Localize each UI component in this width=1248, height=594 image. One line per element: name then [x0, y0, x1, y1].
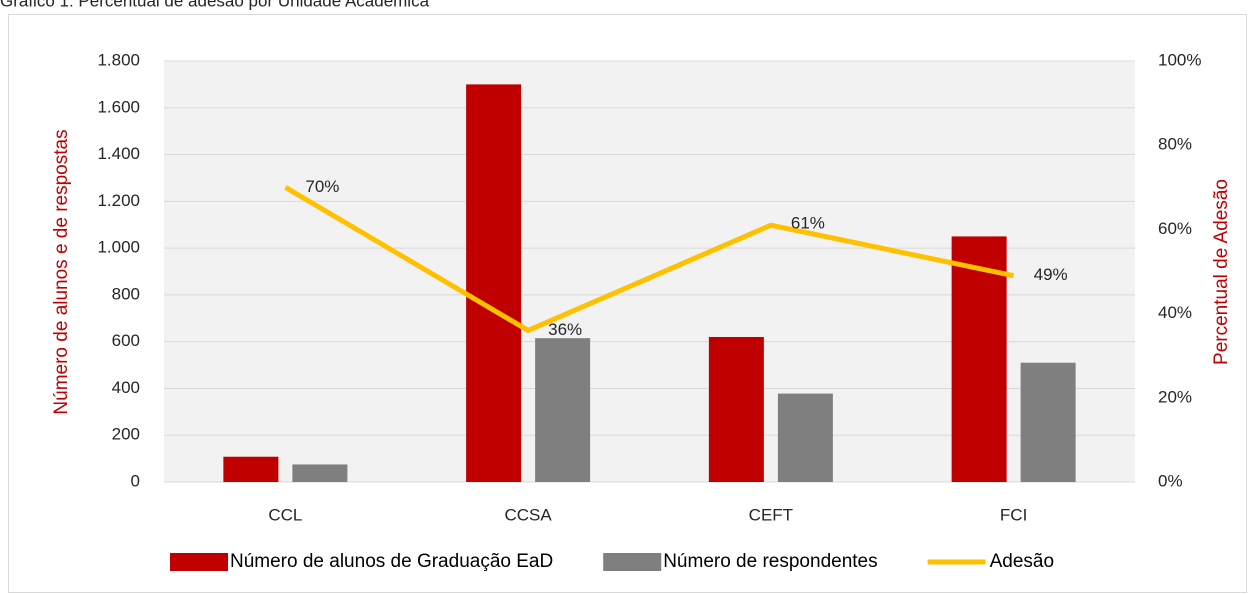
x-tick-label: CCL — [268, 505, 302, 524]
legend-swatch — [170, 553, 228, 571]
y-tick-label: 400 — [112, 378, 140, 397]
y-tick-label: 1.800 — [97, 50, 140, 69]
y-tick-label: 800 — [112, 284, 140, 303]
y-axis-title: Número de alunos e de respostas — [51, 129, 72, 414]
y-tick-label: 0 — [131, 471, 140, 490]
data-label: 61% — [791, 214, 825, 233]
x-tick-label: CEFT — [749, 505, 793, 524]
legend-label: Número de respondentes — [663, 551, 877, 572]
bar — [292, 464, 348, 482]
legend-swatch — [603, 553, 662, 571]
chart-title: Gráfico 1: Percentual de adesão por Unid… — [0, 0, 430, 10]
legend-label: Adesão — [990, 551, 1054, 572]
y2-tick-label: 100% — [1158, 50, 1201, 69]
data-label: 36% — [548, 320, 582, 339]
y2-tick-label: 60% — [1158, 219, 1192, 238]
y-tick-label: 1.600 — [97, 97, 140, 116]
bar — [223, 456, 279, 482]
y2-tick-label: 0% — [1158, 471, 1183, 490]
y-tick-label: 1.400 — [97, 144, 140, 163]
bar — [708, 336, 764, 482]
line-series — [284, 185, 1015, 333]
x-tick-label: CCSA — [505, 505, 553, 524]
bar — [951, 236, 1007, 482]
bar — [777, 393, 833, 482]
data-label: 70% — [305, 177, 339, 196]
y-tick-label: 600 — [112, 331, 140, 350]
bar — [1020, 362, 1076, 482]
y2-axis-title: Percentual de Adesão — [1211, 179, 1232, 365]
y2-tick-label: 80% — [1158, 135, 1192, 154]
legend-label: Número de alunos de Graduação EaD — [230, 551, 553, 572]
y-tick-label: 1.000 — [97, 238, 140, 257]
y-tick-label: 1.200 — [97, 191, 140, 210]
bar — [535, 338, 591, 482]
y2-tick-label: 40% — [1158, 303, 1192, 322]
bar — [466, 84, 522, 482]
data-label: 49% — [1034, 265, 1068, 284]
x-tick-label: FCI — [1000, 505, 1027, 524]
y-tick-label: 200 — [112, 425, 140, 444]
y2-tick-label: 20% — [1158, 387, 1192, 406]
